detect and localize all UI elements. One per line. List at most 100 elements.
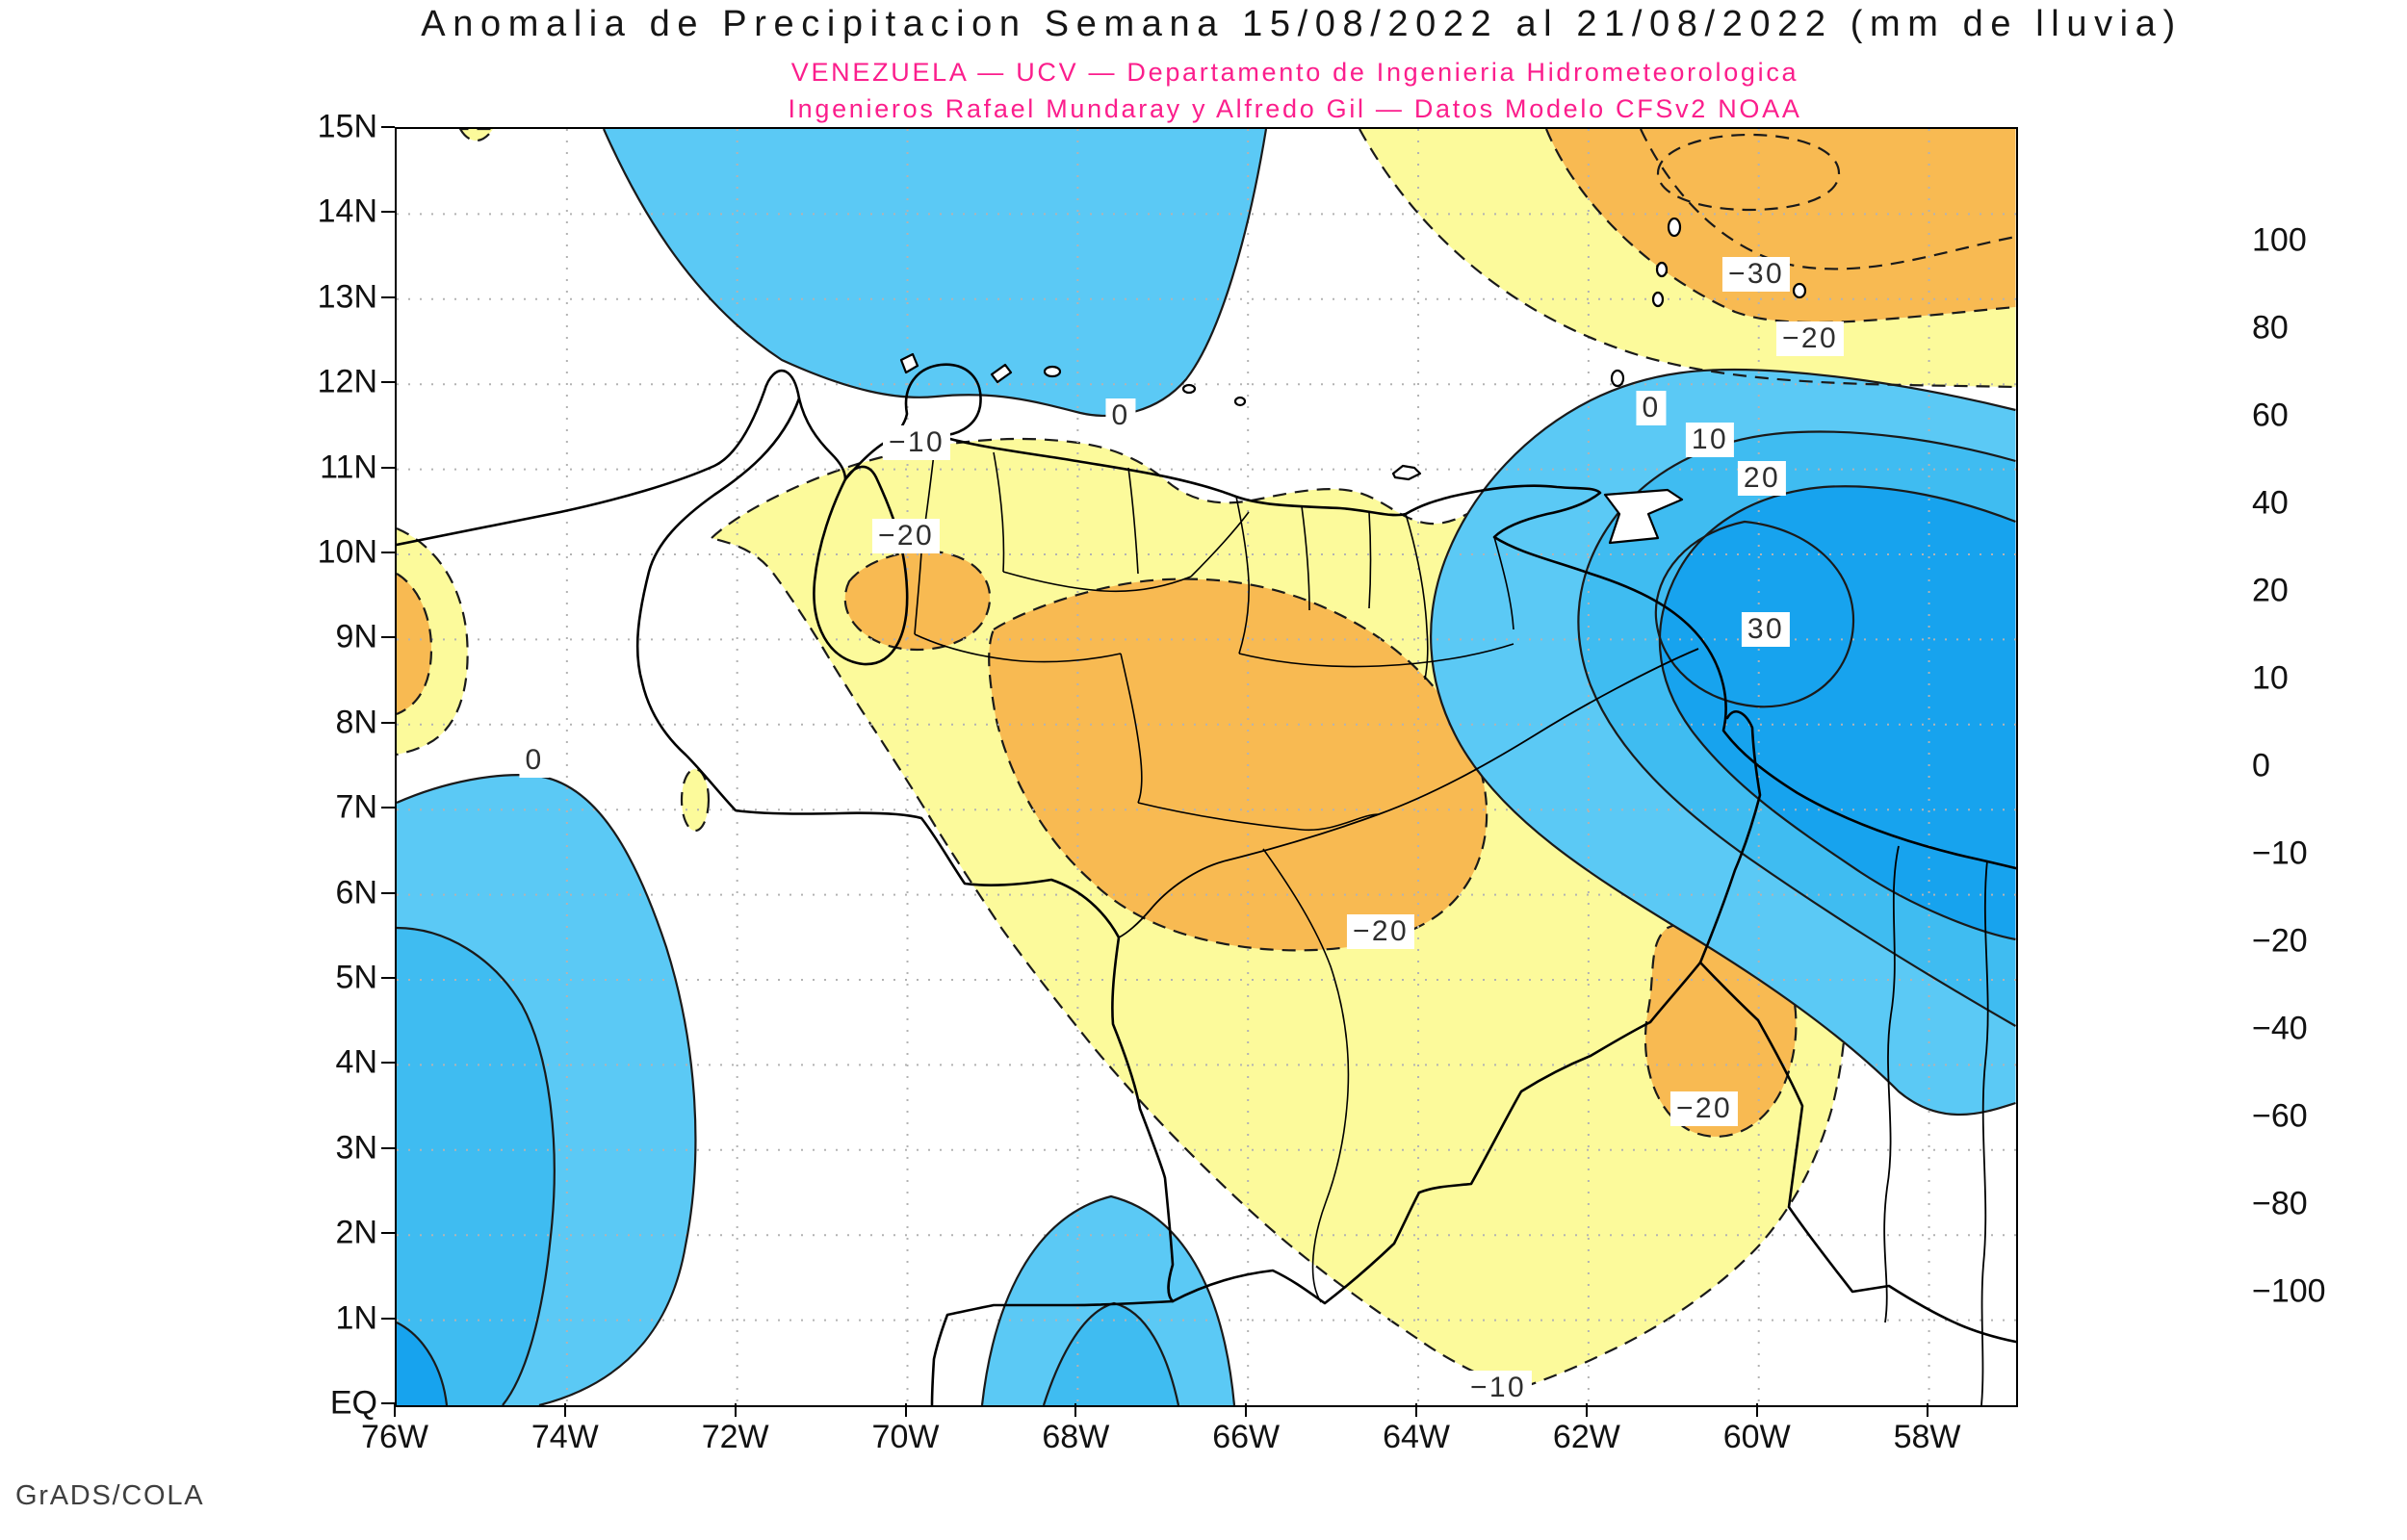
colorbar-tick-label: 10 — [2252, 659, 2289, 697]
x-axis-tick — [1755, 1403, 1758, 1417]
y-axis-tick-label: 3N — [335, 1129, 377, 1167]
contour-20-sw — [397, 1322, 449, 1405]
fill-caribbean-blue — [604, 129, 1266, 416]
contour-10-atlantic — [1577, 430, 2016, 1027]
border-brazil-guyana — [1698, 961, 2016, 1344]
x-axis-tick — [1585, 1403, 1588, 1417]
guyana-rivers — [1883, 845, 1989, 1405]
venezuela-state-borders — [914, 434, 1514, 1303]
page-title: Anomalia de Precipitacion Semana 15/08/2… — [421, 4, 2183, 44]
contour-0-sw — [397, 774, 697, 1405]
contour-label: −20 — [1346, 914, 1415, 949]
colorbar-tick-label: −20 — [2252, 922, 2308, 960]
fill-west-edge-orange — [397, 574, 431, 714]
x-axis-tick-label: 72W — [701, 1419, 769, 1455]
border-colombia-venezuela — [635, 397, 1175, 1303]
contour-10-sw — [397, 926, 556, 1405]
lake-maracaibo — [813, 465, 909, 666]
map-plot-area: −30 −20 0 10 20 30 0 −10 −20 0 −20 −20 −10 — [395, 127, 2018, 1407]
fill-sw-blue-10 — [397, 928, 555, 1405]
coastline — [397, 363, 2016, 870]
y-axis-tick — [381, 1402, 395, 1404]
y-axis-tick-label: 9N — [335, 618, 377, 655]
fill-topleft-sliver — [458, 129, 495, 142]
y-axis-tick — [381, 807, 395, 809]
y-axis-tick — [381, 1317, 395, 1320]
x-axis-tick-label: 64W — [1383, 1419, 1450, 1455]
colorbar-tick-label: −40 — [2252, 1010, 2308, 1047]
contour-m10-ne — [1359, 129, 2016, 389]
y-axis-tick — [381, 721, 395, 724]
x-axis-tick — [1074, 1403, 1077, 1417]
y-axis-tick-label: 12N — [317, 363, 377, 400]
colorbar-tick-label: 20 — [2252, 572, 2289, 609]
y-axis-tick-label: 4N — [335, 1043, 377, 1081]
contour-label: −10 — [1463, 1371, 1533, 1405]
y-axis-tick-label: 13N — [317, 278, 377, 316]
contour-label: 10 — [1685, 423, 1735, 457]
colorbar-tick-label: 100 — [2252, 221, 2307, 259]
x-axis-tick-label: 68W — [1042, 1419, 1110, 1455]
contour-0-atlantic — [1430, 368, 2016, 1116]
fill-equator-dome-10 — [1044, 1303, 1178, 1405]
x-axis-tick — [1245, 1403, 1248, 1417]
y-axis-tick — [381, 126, 395, 128]
y-axis-tick-label: 8N — [335, 704, 377, 741]
y-axis-tick — [381, 636, 395, 639]
fill-ne-orange — [1546, 129, 2016, 322]
contour-label: 0 — [1636, 391, 1667, 425]
y-axis-tick — [381, 466, 395, 469]
colorbar-tick-label: 60 — [2252, 397, 2289, 434]
y-axis-tick-label: 5N — [335, 959, 377, 996]
fill-orange-central — [988, 578, 1488, 952]
y-axis-tick — [381, 381, 395, 384]
contour-m20-west-edge — [397, 573, 433, 716]
contour-m30-loop — [1656, 133, 1841, 212]
x-axis-tick — [904, 1403, 907, 1417]
x-axis-tick-label: 62W — [1552, 1419, 1620, 1455]
subtitle-institution: VENEZUELA — UCV — Departamento de Ingeni… — [790, 58, 1799, 87]
y-axis-tick-label: 6N — [335, 874, 377, 911]
contour-30-atlantic — [1654, 520, 1855, 708]
y-axis-tick — [381, 891, 395, 894]
y-axis-tick-label: 10N — [317, 533, 377, 571]
contour-label: 30 — [1741, 612, 1791, 647]
fill-atlantic-blue-20 — [1659, 486, 2016, 939]
x-axis-tick-label: 76W — [361, 1419, 428, 1455]
y-axis-tick — [381, 1232, 395, 1235]
contour-m30-ne — [1640, 129, 2016, 270]
x-axis-tick-label: 58W — [1893, 1419, 1961, 1455]
x-axis-tick-label: 60W — [1722, 1419, 1791, 1455]
x-axis-tick — [734, 1403, 737, 1417]
colorbar-tick-label: 0 — [2252, 747, 2270, 784]
orinoco-river — [1118, 648, 1699, 938]
contour-20-atlantic — [1658, 485, 2016, 941]
contour-m20-ne — [1544, 129, 2016, 324]
colorbar-tick-label: −100 — [2252, 1272, 2326, 1310]
y-axis-tick — [381, 977, 395, 979]
y-axis-tick-label: 2N — [335, 1214, 377, 1251]
fill-maracaibo-yellow-oval — [680, 767, 711, 833]
contour-label: 20 — [1737, 461, 1787, 496]
contour-label: −20 — [871, 519, 941, 553]
y-axis-tick-label: 1N — [335, 1299, 377, 1337]
y-axis-tick-label: 7N — [335, 788, 377, 826]
colorbar-tick-label: 40 — [2252, 484, 2289, 522]
subtitle-authors: Ingenieros Rafael Mundaray y Alfredo Gil… — [788, 94, 1802, 123]
colorbar-tick-label: −10 — [2252, 834, 2308, 872]
x-axis-tick — [1926, 1403, 1928, 1417]
contour-label: −30 — [1721, 257, 1791, 292]
map-canvas — [397, 129, 2016, 1405]
border-colombia-brazil — [930, 1299, 1175, 1405]
y-axis-tick — [381, 211, 395, 214]
y-axis-tick — [381, 1146, 395, 1149]
x-axis-tick-label: 66W — [1212, 1419, 1281, 1455]
contour-label: 0 — [519, 743, 550, 778]
border-venezuela-guyana — [1698, 710, 1762, 964]
contour-label: −10 — [882, 425, 951, 460]
border-venezuela-brazil — [1171, 961, 1702, 1305]
contour-0-caribbean — [602, 129, 1268, 417]
y-axis-tick-label: EQ — [329, 1384, 377, 1422]
contour-label: −20 — [1669, 1091, 1739, 1126]
